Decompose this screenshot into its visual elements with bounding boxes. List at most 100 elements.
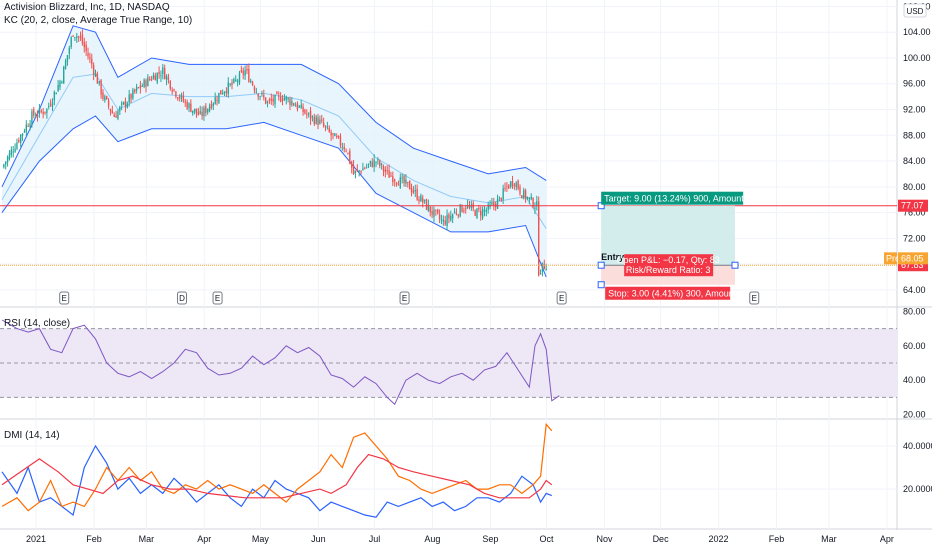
candle-body: [163, 68, 166, 80]
time-tick-label: Mar: [139, 534, 155, 544]
candle-body: [81, 34, 84, 44]
candle-body: [440, 219, 443, 221]
candle-body: [315, 116, 317, 124]
candle-body: [306, 113, 308, 115]
candle-body: [521, 195, 523, 199]
candle-body: [61, 81, 63, 83]
candle-body: [367, 163, 370, 165]
candle-body: [216, 99, 218, 101]
candle-body: [98, 81, 100, 84]
candle-body: [407, 182, 409, 184]
candle-body: [300, 104, 302, 109]
rsi-line: [1, 319, 560, 406]
candle-body: [451, 214, 454, 219]
candle-body: [10, 149, 13, 155]
candle-body: [158, 71, 160, 74]
candle-body: [83, 42, 85, 48]
time-tick-label: Mar: [821, 534, 837, 544]
candle-body: [422, 198, 424, 203]
candle-body: [143, 79, 145, 87]
candle-body: [349, 151, 351, 164]
candle-body: [380, 163, 383, 166]
candle-body: [336, 136, 338, 138]
candle-body: [109, 108, 112, 112]
candle-body: [87, 53, 89, 57]
candle-body: [388, 170, 390, 178]
candle-body: [463, 210, 465, 212]
pre-price-badge: 68.05: [901, 253, 924, 263]
candle-body: [392, 176, 394, 183]
pre-tag-bg: [884, 252, 897, 265]
candle-body: [178, 96, 181, 99]
symbol-title: Activision Blizzard, Inc, 1D, NASDAQ: [4, 2, 170, 13]
candle-body: [92, 65, 95, 75]
candle-body: [356, 169, 358, 171]
candle-body: [274, 94, 276, 105]
candle-body: [500, 198, 502, 201]
candle-body: [377, 159, 379, 161]
candle-body: [343, 146, 345, 150]
candle-body: [12, 151, 14, 153]
candle-body: [481, 209, 484, 218]
event-marker: [212, 291, 223, 305]
candle-body: [541, 262, 544, 272]
candle-body: [66, 54, 69, 62]
candle-body: [296, 103, 299, 110]
candle-body: [63, 66, 65, 84]
candle-body: [386, 170, 388, 172]
keltner-upper-line: [1, 25, 547, 188]
event-marker-label: D: [179, 294, 185, 303]
candle-body: [450, 215, 452, 221]
candle-body: [384, 169, 387, 173]
candle-body: [6, 156, 9, 163]
candle-body: [442, 219, 445, 222]
candle-body: [268, 99, 271, 101]
candle-body: [263, 94, 265, 98]
candle-body: [423, 199, 426, 202]
event-marker: [177, 291, 188, 305]
event-marker-label: E: [559, 294, 564, 303]
kc-indicator-title: KC (20, 2, close, Average True Range, 10…: [4, 15, 193, 26]
rsi-indicator-title: RSI (14, close): [4, 318, 71, 329]
price-tick-label: 104.00: [903, 27, 931, 37]
candle-body: [362, 168, 364, 171]
candle-body: [218, 92, 220, 103]
time-tick-label: Aug: [424, 534, 440, 544]
candle-body: [515, 182, 517, 188]
open-pl-label: Open P&L: −0.17, Qty: 83: [617, 255, 720, 265]
candle-body: [31, 111, 33, 125]
target-label: Target: 9.00 (13.24%) 900, Amount: 1750: [604, 194, 769, 204]
candle-body: [220, 90, 222, 95]
candle-body: [545, 268, 547, 271]
candle-body: [195, 108, 198, 114]
candle-body: [149, 79, 151, 81]
candle-body: [438, 214, 441, 219]
entry-handle-left: [597, 261, 605, 269]
candle-body: [139, 85, 142, 89]
event-marker: [556, 291, 567, 305]
candle-body: [248, 69, 250, 83]
candle-body: [433, 209, 435, 217]
candle-body: [180, 94, 183, 98]
time-tick-label: 2021: [26, 534, 46, 544]
candle-body: [339, 136, 342, 146]
pre-price-badge-bg: [898, 252, 928, 265]
entry-handle-right: [731, 261, 739, 269]
price-tick-label: 96.00: [903, 79, 926, 89]
candle-body: [373, 159, 375, 167]
candle-body: [175, 91, 177, 97]
candle-body: [150, 79, 153, 81]
candle-body: [448, 214, 450, 219]
candle-body: [165, 75, 168, 80]
time-tick-label: Sep: [482, 534, 498, 544]
price-tick-label: 72.00: [903, 233, 926, 243]
candle-body: [68, 47, 71, 54]
candle-body: [491, 203, 493, 205]
time-tick-label: Dec: [653, 534, 670, 544]
candle-body: [79, 36, 82, 38]
candle-body: [446, 214, 448, 226]
candle-body: [287, 98, 289, 100]
time-tick-label: Oct: [540, 534, 555, 544]
candle-body: [476, 208, 478, 218]
